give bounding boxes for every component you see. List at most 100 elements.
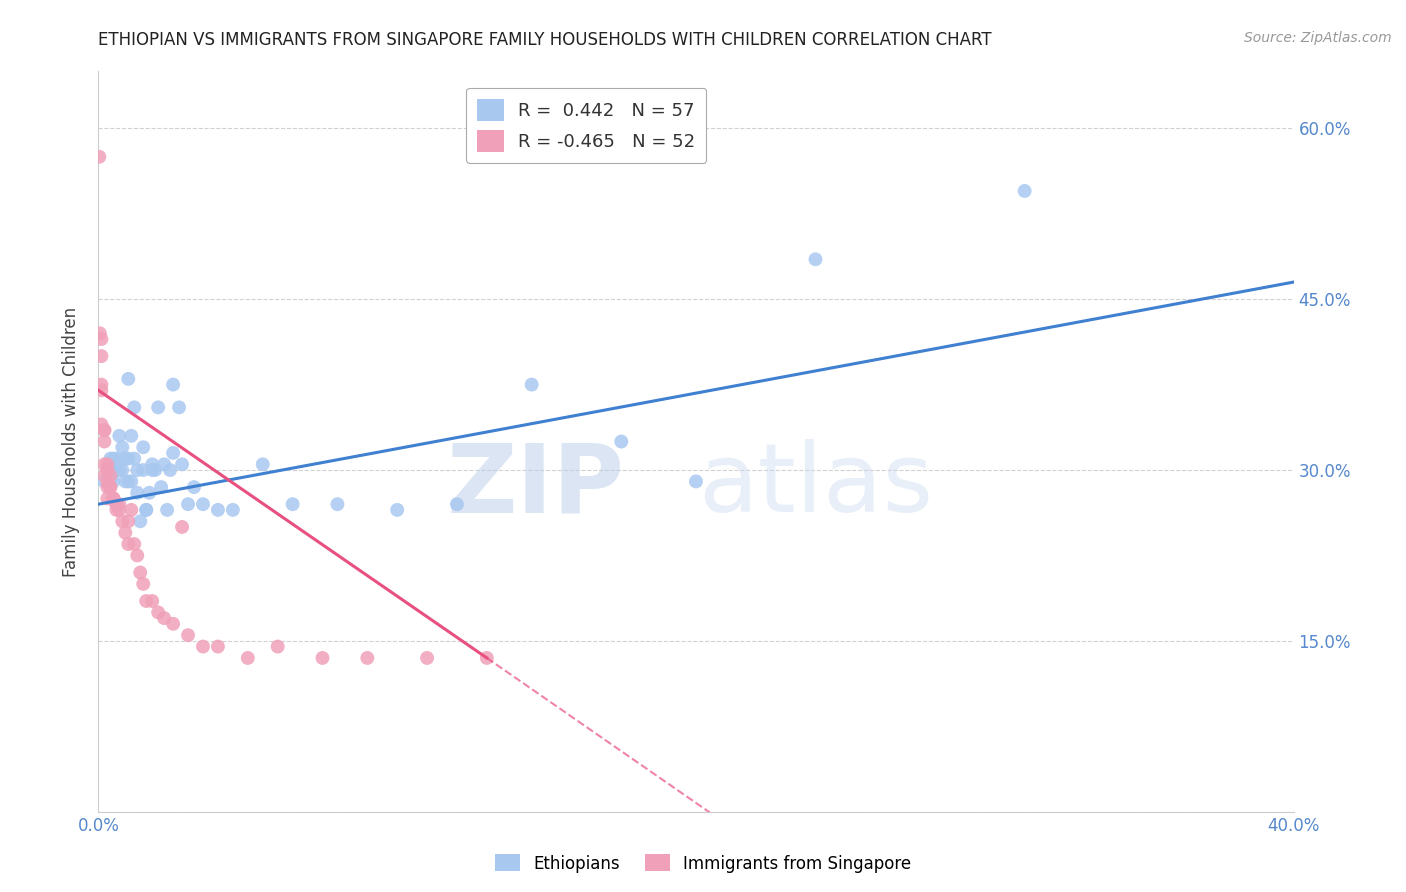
Point xyxy=(111,440,134,454)
Point xyxy=(135,503,157,517)
Point xyxy=(124,401,146,415)
Point xyxy=(148,401,170,415)
Point xyxy=(114,475,136,489)
Point xyxy=(132,440,155,454)
Point xyxy=(172,458,194,472)
Point xyxy=(610,434,633,449)
Point xyxy=(356,651,378,665)
Text: ETHIOPIAN VS IMMIGRANTS FROM SINGAPORE FAMILY HOUSEHOLDS WITH CHILDREN CORRELATI: ETHIOPIAN VS IMMIGRANTS FROM SINGAPORE F… xyxy=(98,31,993,49)
Point xyxy=(177,628,200,642)
Point xyxy=(93,458,115,472)
Point xyxy=(281,497,304,511)
Point xyxy=(207,640,229,654)
Point xyxy=(191,497,214,511)
Point xyxy=(685,475,707,489)
Point xyxy=(103,491,125,506)
Point xyxy=(129,514,152,528)
Point xyxy=(138,485,160,500)
Point xyxy=(96,491,118,506)
Point xyxy=(93,468,115,483)
Point xyxy=(96,480,118,494)
Y-axis label: Family Households with Children: Family Households with Children xyxy=(62,307,80,576)
Point xyxy=(177,497,200,511)
Point xyxy=(111,514,134,528)
Point xyxy=(127,549,149,563)
Point xyxy=(167,401,190,415)
Point xyxy=(446,497,468,511)
Point xyxy=(148,606,170,620)
Point xyxy=(117,372,139,386)
Point xyxy=(105,497,128,511)
Point xyxy=(153,611,176,625)
Point xyxy=(191,640,214,654)
Point xyxy=(90,332,112,346)
Point xyxy=(127,485,149,500)
Point xyxy=(475,651,498,665)
Point xyxy=(267,640,290,654)
Point xyxy=(132,463,155,477)
Point xyxy=(153,458,176,472)
Point xyxy=(93,475,115,489)
Point xyxy=(111,463,134,477)
Point xyxy=(222,503,245,517)
Point xyxy=(98,468,122,483)
Point xyxy=(114,525,136,540)
Point xyxy=(183,480,205,494)
Point xyxy=(117,475,139,489)
Point xyxy=(143,463,166,477)
Point xyxy=(120,503,142,517)
Text: ZIP: ZIP xyxy=(446,440,624,533)
Point xyxy=(105,497,128,511)
Point xyxy=(156,503,179,517)
Point xyxy=(90,349,112,363)
Point xyxy=(96,463,118,477)
Point xyxy=(252,458,274,472)
Point xyxy=(89,326,111,341)
Point xyxy=(96,463,118,477)
Text: atlas: atlas xyxy=(697,440,934,533)
Point xyxy=(520,377,543,392)
Point xyxy=(117,514,139,528)
Point xyxy=(108,429,131,443)
Point xyxy=(96,458,118,472)
Point xyxy=(103,475,125,489)
Point xyxy=(120,429,142,443)
Point xyxy=(103,451,125,466)
Point xyxy=(105,463,128,477)
Point xyxy=(93,423,115,437)
Point xyxy=(172,520,194,534)
Point xyxy=(120,475,142,489)
Point xyxy=(141,458,163,472)
Point xyxy=(141,594,163,608)
Point xyxy=(103,463,125,477)
Point xyxy=(159,463,181,477)
Point xyxy=(385,503,409,517)
Point xyxy=(326,497,349,511)
Point xyxy=(162,616,184,631)
Point xyxy=(103,491,125,506)
Point xyxy=(98,451,122,466)
Point xyxy=(98,475,122,489)
Point xyxy=(90,417,112,432)
Point xyxy=(416,651,439,665)
Legend: R =  0.442   N = 57, R = -0.465   N = 52: R = 0.442 N = 57, R = -0.465 N = 52 xyxy=(465,87,706,162)
Point xyxy=(132,577,155,591)
Point xyxy=(90,377,112,392)
Text: Source: ZipAtlas.com: Source: ZipAtlas.com xyxy=(1244,31,1392,45)
Point xyxy=(96,475,118,489)
Point xyxy=(236,651,259,665)
Point xyxy=(1014,184,1036,198)
Point xyxy=(135,594,157,608)
Point xyxy=(162,446,184,460)
Point xyxy=(124,537,146,551)
Point xyxy=(127,463,149,477)
Point xyxy=(108,497,131,511)
Point xyxy=(103,491,125,506)
Point xyxy=(114,451,136,466)
Point xyxy=(162,377,184,392)
Point xyxy=(93,423,115,437)
Point xyxy=(90,384,112,398)
Point xyxy=(105,503,128,517)
Point xyxy=(311,651,333,665)
Point xyxy=(141,463,163,477)
